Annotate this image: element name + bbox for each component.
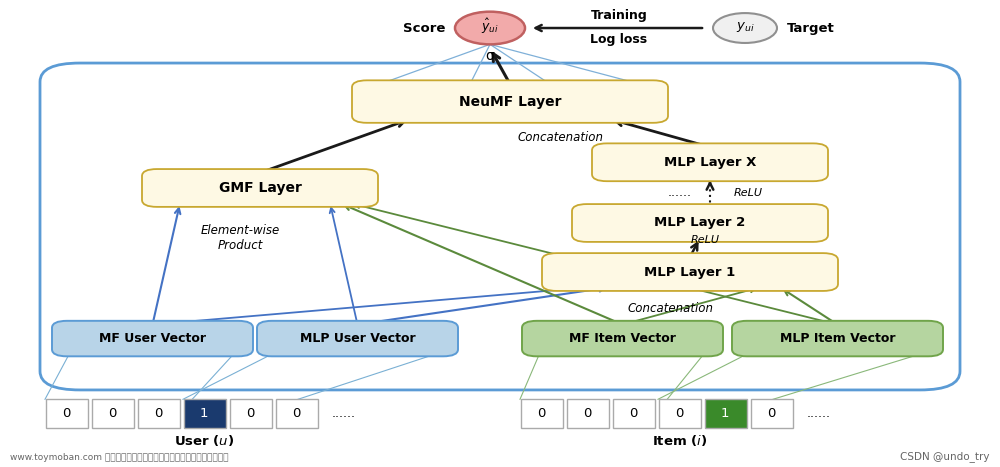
Circle shape [455,12,525,44]
FancyBboxPatch shape [352,80,668,123]
Text: Item ($i$): Item ($i$) [652,433,707,448]
Text: $\hat{y}_{ui}$: $\hat{y}_{ui}$ [481,17,499,35]
FancyBboxPatch shape [257,321,458,356]
Text: 0: 0 [675,407,683,420]
Text: GMF Layer: GMF Layer [219,181,301,195]
Text: Concatenation: Concatenation [517,131,603,144]
Text: CSDN @undo_try: CSDN @undo_try [900,452,990,462]
FancyBboxPatch shape [230,399,272,428]
Text: ReLU: ReLU [734,188,763,198]
Text: ......: ...... [807,407,831,420]
Text: 0: 0 [583,407,591,420]
FancyBboxPatch shape [659,399,701,428]
FancyBboxPatch shape [522,321,723,356]
FancyBboxPatch shape [613,399,655,428]
Text: User ($u$): User ($u$) [174,433,235,448]
Text: 0: 0 [767,407,775,420]
Text: MF User Vector: MF User Vector [99,332,206,345]
Text: ReLU: ReLU [690,235,720,245]
Text: 0: 0 [154,407,162,420]
Text: σ: σ [486,49,494,63]
Text: 1: 1 [721,407,729,420]
FancyBboxPatch shape [142,169,378,207]
FancyBboxPatch shape [592,143,828,181]
FancyBboxPatch shape [732,321,943,356]
Text: MLP Layer X: MLP Layer X [664,156,756,169]
Text: MLP Item Vector: MLP Item Vector [780,332,895,345]
Text: 0: 0 [246,407,254,420]
Text: $y_{ui}$: $y_{ui}$ [736,20,754,34]
Text: MF Item Vector: MF Item Vector [569,332,676,345]
Text: NeuMF Layer: NeuMF Layer [459,95,561,108]
FancyBboxPatch shape [705,399,747,428]
Text: 0: 0 [537,407,545,420]
FancyBboxPatch shape [751,399,793,428]
FancyBboxPatch shape [521,399,563,428]
Text: MLP User Vector: MLP User Vector [300,332,415,345]
Text: 0: 0 [629,407,637,420]
Text: 1: 1 [200,407,208,420]
FancyBboxPatch shape [184,399,226,428]
Text: 0: 0 [62,407,70,420]
FancyBboxPatch shape [276,399,318,428]
FancyBboxPatch shape [567,399,609,428]
FancyBboxPatch shape [542,253,838,291]
Circle shape [713,13,777,43]
FancyBboxPatch shape [92,399,134,428]
Text: MLP Layer 1: MLP Layer 1 [644,266,736,278]
Text: ......: ...... [332,407,356,420]
FancyBboxPatch shape [138,399,180,428]
Text: Log loss: Log loss [590,33,648,46]
Text: Training: Training [591,9,647,22]
Text: Element-wise
Product: Element-wise Product [200,224,280,252]
FancyBboxPatch shape [52,321,253,356]
FancyBboxPatch shape [46,399,88,428]
Text: Score: Score [403,21,445,35]
Text: Target: Target [787,21,835,35]
Text: 0: 0 [108,407,116,420]
FancyBboxPatch shape [572,204,828,242]
Text: ......: ...... [668,186,692,199]
Text: Concatenation: Concatenation [627,302,713,315]
Text: 0: 0 [292,407,300,420]
Text: MLP Layer 2: MLP Layer 2 [654,217,746,229]
Text: www.toymoban.com 网络图片仅供展示，非商用，如有侵权请联系删除。: www.toymoban.com 网络图片仅供展示，非商用，如有侵权请联系删除。 [10,453,228,462]
